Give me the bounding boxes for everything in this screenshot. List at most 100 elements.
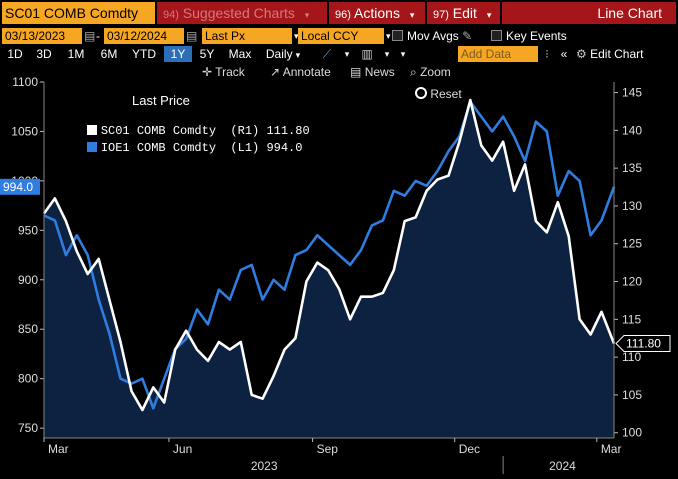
legend-label: SC01 COMB Comdty (R1) 111.80: [100, 124, 310, 138]
series-area: [44, 100, 614, 438]
actions-button[interactable]: 96) Actions ▾: [329, 2, 425, 24]
timeframe-1m[interactable]: 1M: [67, 47, 85, 61]
reset-button[interactable]: Reset: [415, 86, 462, 102]
key-events-label: Key Events: [506, 29, 567, 43]
x-tick-label: Mar: [48, 442, 69, 456]
chevron-down-icon[interactable]: ▾: [344, 49, 350, 59]
crosshair-icon: ✛: [202, 65, 213, 79]
gear-icon: ⚙: [576, 47, 587, 61]
current-right-label: 111.80: [626, 337, 661, 351]
chevron-down-icon[interactable]: ▾: [386, 31, 391, 41]
y-left-tick-label: 950: [18, 223, 38, 237]
news-tool[interactable]: ▤ News: [350, 64, 395, 80]
series-lines: [42, 98, 616, 412]
chevron-down-icon: ▾: [409, 10, 415, 20]
collapse-icon[interactable]: «: [560, 47, 568, 61]
edit-num: 97): [433, 9, 449, 21]
chevron-down-icon: ▾: [295, 50, 301, 60]
mov-avgs-label: Mov Avgs: [407, 29, 459, 43]
bar-chart-icon[interactable]: ▥: [361, 47, 373, 61]
start-date-field[interactable]: 03/13/2023: [2, 28, 82, 44]
current-right-tag: [615, 335, 671, 353]
mov-avgs-toggle[interactable]: Mov Avgs ✎: [392, 28, 472, 44]
suggested-charts-num: 94): [163, 9, 179, 21]
edit-label: Edit: [452, 5, 477, 21]
ticker-field[interactable]: SC01 COMB Comdty: [2, 2, 155, 24]
annotate-tool[interactable]: ↗ Annotate: [270, 64, 331, 80]
legend-title: Last Price: [132, 93, 190, 108]
frequency-select[interactable]: Daily ▾: [262, 46, 304, 62]
series-line: [42, 98, 616, 412]
legend-swatch: [86, 142, 97, 152]
track-tool[interactable]: ✛ Track: [202, 64, 245, 80]
x-tick-label: Dec: [459, 442, 480, 456]
edit-chart-button[interactable]: ⚙ Edit Chart: [576, 46, 676, 62]
x-tick-label: Sep: [317, 442, 339, 456]
chevron-down-icon: ▾: [486, 10, 492, 20]
date-separator: -: [96, 29, 100, 43]
timeframe-3d[interactable]: 3D: [36, 47, 52, 61]
chevron-down-icon[interactable]: ▾: [400, 49, 406, 59]
y-right-tick-label: 115: [622, 312, 641, 326]
suggested-charts-label: Suggested Charts: [182, 5, 295, 21]
x-tick-label: Jun: [173, 442, 192, 456]
checkbox-icon: [392, 30, 403, 41]
edit-chart-label: Edit Chart: [590, 47, 644, 61]
pencil-icon: ✎: [462, 29, 473, 43]
key-events-toggle[interactable]: Key Events: [491, 28, 567, 44]
magnifier-icon: ⌕: [410, 65, 417, 79]
frequency-label: Daily: [265, 47, 293, 61]
series-line: [43, 100, 616, 410]
legend-label: IOE1 COMB Comdty (L1) 994.0: [100, 141, 303, 155]
x-tick-label: Mar: [601, 442, 622, 456]
reset-label: Reset: [430, 87, 462, 101]
line-chart-icon[interactable]: ⟋: [322, 47, 332, 61]
checkbox-icon: [491, 30, 502, 41]
timeframe-1d[interactable]: 1D: [7, 47, 23, 61]
current-left-tag: [0, 178, 40, 195]
chevron-down-icon[interactable]: ▾: [384, 49, 390, 59]
timeframe-5y[interactable]: 5Y: [199, 47, 215, 61]
news-icon: ▤: [350, 65, 362, 79]
y-right-tick-label: 105: [622, 388, 642, 402]
y-right-tick-label: 145: [622, 86, 642, 100]
news-label: News: [364, 65, 395, 79]
add-data-input[interactable]: Add Data: [458, 46, 538, 62]
legend-swatch: [86, 125, 97, 135]
currency-select[interactable]: Local CCY: [298, 28, 384, 44]
annotate-icon: ↗: [270, 65, 281, 79]
chevron-down-icon[interactable]: ▾: [294, 31, 299, 41]
y-left-tick-label: 800: [18, 372, 38, 386]
settings-dots-icon[interactable]: ⁝: [545, 47, 549, 61]
reset-icon: [415, 87, 427, 99]
chart-axes: 7508008509009501000105011001001051101151…: [0, 75, 671, 474]
y-right-tick-label: 140: [622, 123, 642, 137]
track-label: Track: [215, 65, 245, 79]
y-right-tick-label: 125: [622, 237, 642, 251]
end-date-field[interactable]: 03/12/2024: [104, 28, 184, 44]
y-right-tick-label: 120: [622, 275, 642, 289]
timeframe-max[interactable]: Max: [228, 47, 252, 61]
chart-legend: Last Price SC01 COMB Comdty (R1) 111.80 …: [52, 88, 310, 155]
series-area-fill: [44, 100, 614, 438]
annotate-label: Annotate: [282, 65, 331, 79]
timeframe-1y[interactable]: 1Y: [164, 46, 192, 62]
price-field-select[interactable]: Last Px: [202, 28, 292, 44]
year-label: 2024: [549, 459, 576, 473]
edit-button[interactable]: 97) Edit ▾: [427, 2, 500, 24]
calendar-icon[interactable]: ▤: [84, 29, 96, 43]
calendar-icon[interactable]: ▤: [186, 29, 198, 43]
timeframe-ytd[interactable]: YTD: [132, 47, 156, 61]
y-left-tick-label: 1050: [11, 124, 38, 138]
zoom-tool[interactable]: ⌕ Zoom: [410, 64, 451, 80]
y-left-tick-label: 1100: [12, 75, 38, 89]
y-right-tick-label: 110: [622, 350, 641, 364]
legend-item-ioe1: IOE1 COMB Comdty (L1) 994.0: [58, 127, 302, 169]
legend-item-sc01: SC01 COMB Comdty (R1) 111.80: [58, 110, 310, 152]
chevron-down-icon: ▾: [304, 10, 310, 20]
actions-num: 96): [335, 9, 351, 21]
y-left-tick-label: 750: [18, 421, 38, 435]
timeframe-6m[interactable]: 6M: [100, 47, 118, 61]
suggested-charts-button[interactable]: 94) Suggested Charts ▾: [157, 2, 327, 24]
